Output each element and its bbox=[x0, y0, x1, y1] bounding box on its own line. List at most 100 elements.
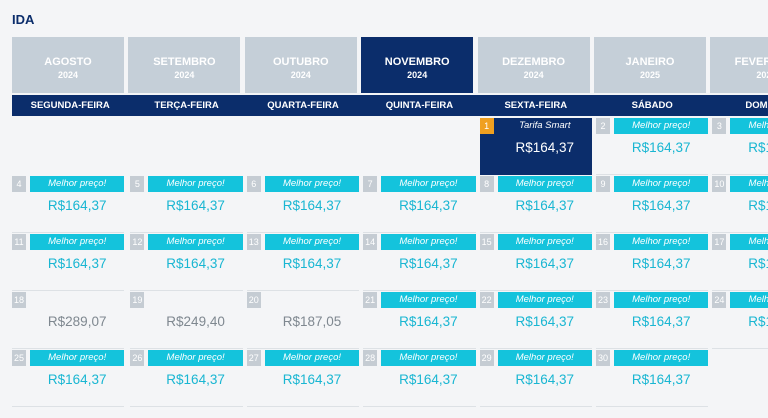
day-cell[interactable]: 30 Melhor preço! R$164,37 bbox=[596, 350, 709, 407]
day-number: 5 bbox=[130, 176, 145, 192]
day-cell[interactable]: 15 Melhor preço! R$164,37 bbox=[479, 234, 592, 291]
fare-price: R$164,37 bbox=[631, 198, 691, 213]
fare-price: R$164,37 bbox=[166, 372, 225, 387]
day-cell[interactable]: 18 R$289,07 bbox=[12, 292, 125, 349]
month-name: DEZEMBRO bbox=[502, 56, 566, 68]
day-cell[interactable]: 21 Melhor preço! R$164,37 bbox=[363, 292, 476, 349]
fare-price: R$164,37 bbox=[748, 198, 768, 213]
day-number: 27 bbox=[246, 350, 261, 366]
day-cell[interactable]: 5 Melhor preço! R$164,37 bbox=[130, 176, 243, 233]
month-tab[interactable]: SETEMBRO 2024 bbox=[128, 37, 241, 93]
day-number: 23 bbox=[596, 292, 610, 308]
day-number: 4 bbox=[12, 176, 26, 192]
fare-price: R$164,37 bbox=[166, 256, 225, 271]
month-year: 2024 bbox=[57, 70, 79, 80]
day-cell[interactable]: 9 Melhor preço! R$164,37 bbox=[596, 176, 709, 233]
fare-price: R$164,37 bbox=[282, 256, 342, 271]
fare-badge: Melhor preço! bbox=[30, 350, 125, 366]
day-cell[interactable]: 22 Melhor preço! R$164,37 bbox=[479, 292, 592, 349]
day-cell[interactable]: 24Melhor preço! R$164,37 bbox=[712, 292, 768, 349]
weekday-label: SEXTA-FEIRA bbox=[504, 100, 568, 111]
day-number: 8 bbox=[479, 176, 494, 192]
weekday-label: SÁBADO bbox=[631, 100, 673, 111]
month-name: FEVEREIRO bbox=[734, 56, 768, 68]
fare-badge: Melhor preço! bbox=[381, 292, 476, 308]
month-name: JANEIRO bbox=[625, 56, 675, 68]
fare-badge: Melhor preço! bbox=[497, 176, 592, 192]
fare-price: R$164,37 bbox=[399, 198, 458, 213]
day-cell[interactable]: 13 Melhor preço! R$164,37 bbox=[246, 234, 360, 291]
day-cell[interactable]: 2 Melhor preço! R$164,37 bbox=[596, 118, 709, 175]
day-cell[interactable]: 1 Tarifa Smart R$164,37 bbox=[479, 118, 592, 175]
fare-price: R$164,37 bbox=[631, 372, 691, 387]
fare-price: R$164,37 bbox=[631, 140, 691, 155]
day-number: 3 bbox=[712, 118, 727, 134]
weekday-label: DOMINGO bbox=[745, 100, 768, 111]
day-cell[interactable]: 23 Melhor preço! R$164,37 bbox=[596, 292, 709, 349]
day-cell[interactable]: 27 Melhor preço! R$164,37 bbox=[246, 350, 360, 407]
fare-price: R$164,37 bbox=[748, 256, 768, 271]
fare-price: R$164,37 bbox=[399, 372, 458, 387]
fare-badge: Melhor preço! bbox=[30, 234, 125, 250]
month-tab[interactable]: NOVEMBRO 2024 bbox=[361, 37, 474, 93]
day-cell[interactable]: 20 R$187,05 bbox=[246, 292, 360, 349]
fare-badge: Melhor preço! bbox=[614, 176, 709, 192]
fare-price: R$164,37 bbox=[282, 198, 342, 213]
fare-badge: Melhor preço! bbox=[264, 234, 360, 250]
day-cell[interactable]: 19 R$249,40 bbox=[130, 292, 243, 349]
day-number: 25 bbox=[12, 350, 26, 366]
month-year: 2025 bbox=[639, 70, 661, 80]
day-cell[interactable]: 28 Melhor preço! R$164,37 bbox=[363, 350, 476, 407]
day-cell[interactable]: 10Melhor preço! R$164,37 bbox=[712, 176, 768, 233]
fare-badge: Melhor preço! bbox=[497, 234, 592, 250]
fare-badge: Melhor preço! bbox=[614, 234, 709, 250]
fare-badge: Melhor preço! bbox=[264, 176, 360, 192]
day-cell[interactable]: 4 Melhor preço! R$164,37 bbox=[12, 176, 125, 233]
fare-price: R$164,37 bbox=[47, 256, 107, 271]
day-number: 20 bbox=[246, 292, 261, 308]
day-number: 16 bbox=[596, 234, 610, 250]
fare-badge: Melhor preço! bbox=[730, 118, 768, 134]
month-tab[interactable]: OUTUBRO 2024 bbox=[244, 37, 357, 93]
day-cell[interactable]: 29 Melhor preço! R$164,37 bbox=[479, 350, 592, 407]
month-tab[interactable]: FEVEREIRO 2025 bbox=[710, 37, 768, 93]
day-cell[interactable]: 17Melhor preço! R$164,37 bbox=[712, 234, 768, 291]
month-tab[interactable]: JANEIRO 2025 bbox=[594, 37, 706, 93]
day-number: 26 bbox=[130, 350, 145, 366]
month-name: SETEMBRO bbox=[153, 56, 216, 68]
fare-badge: Melhor preço! bbox=[730, 292, 768, 308]
fare-badge: Melhor preço! bbox=[497, 292, 592, 308]
fare-price: R$164,37 bbox=[515, 314, 575, 329]
day-cell[interactable]: 25 Melhor preço! R$164,37 bbox=[12, 350, 125, 407]
month-tab[interactable]: DEZEMBRO 2024 bbox=[477, 37, 590, 93]
fare-price: R$187,05 bbox=[282, 314, 342, 329]
day-cell[interactable]: 11 Melhor preço! R$164,37 bbox=[12, 234, 125, 291]
day-cell[interactable]: 8 Melhor preço! R$164,37 bbox=[479, 176, 592, 233]
day-cell[interactable]: 14 Melhor preço! R$164,37 bbox=[363, 234, 476, 291]
weekday-bar bbox=[12, 95, 768, 116]
fare-price: R$164,37 bbox=[282, 372, 342, 387]
fare-price: R$164,37 bbox=[631, 314, 691, 329]
month-year: 2024 bbox=[523, 70, 544, 80]
fare-badge: Melhor preço! bbox=[381, 234, 476, 250]
fare-badge: Melhor preço! bbox=[381, 176, 476, 192]
fare-price: R$249,40 bbox=[166, 314, 225, 329]
month-tab[interactable]: AGOSTO 2024 bbox=[12, 37, 124, 93]
day-cell[interactable]: 7 Melhor preço! R$164,37 bbox=[363, 176, 476, 233]
fare-badge: Melhor preço! bbox=[614, 118, 709, 134]
day-number: 15 bbox=[479, 234, 494, 250]
section-title: IDA bbox=[12, 12, 35, 27]
day-cell[interactable]: 16 Melhor preço! R$164,37 bbox=[596, 234, 709, 291]
fare-price: R$164,37 bbox=[47, 198, 107, 213]
day-number: 29 bbox=[479, 350, 494, 366]
day-cell[interactable]: 6 Melhor preço! R$164,37 bbox=[246, 176, 360, 233]
fare-price: R$164,37 bbox=[515, 256, 575, 271]
day-cell[interactable]: 12 Melhor preço! R$164,37 bbox=[130, 234, 243, 291]
day-number: 11 bbox=[12, 234, 26, 250]
month-name: OUTUBRO bbox=[272, 56, 329, 68]
fare-badge: Melhor preço! bbox=[730, 176, 768, 192]
day-cell[interactable]: 26 Melhor preço! R$164,37 bbox=[130, 350, 243, 407]
